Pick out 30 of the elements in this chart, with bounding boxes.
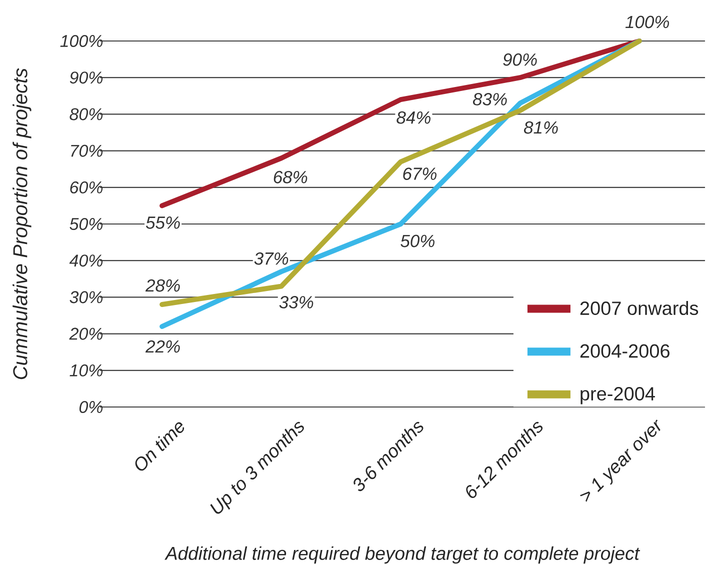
y-tick-label: 100% <box>60 34 103 48</box>
y-tick-label: 20% <box>69 328 103 340</box>
legend-label: 2007 onwards <box>580 301 698 316</box>
data-label: 100% <box>625 16 669 28</box>
data-label: 28% <box>145 279 180 292</box>
x-axis-title: Additional time required beyond target to complete project <box>164 546 640 564</box>
y-tick-label: 0% <box>79 400 103 414</box>
data-label: 50% <box>400 234 434 248</box>
y-axis-title: Cummulative Proportion of projects <box>12 68 32 380</box>
legend-label: pre-2004 <box>580 387 655 404</box>
data-label: 83% <box>473 93 507 106</box>
data-label: 68% <box>274 170 308 184</box>
y-tick-label: 50% <box>70 218 103 230</box>
y-tick-label: 10% <box>70 364 103 376</box>
data-label: 55% <box>146 216 180 229</box>
y-tick-label: 80% <box>70 108 103 120</box>
y-tick-label: 60% <box>70 181 103 194</box>
data-label: 33% <box>279 296 314 308</box>
y-tick-label: 70% <box>71 144 103 157</box>
data-label: 22% <box>145 340 180 353</box>
data-label: 84% <box>396 111 430 124</box>
data-label: 37% <box>254 252 288 265</box>
x-tick-label: On time <box>135 422 184 471</box>
data-label: 81% <box>524 121 558 134</box>
y-tick-label: 40% <box>69 254 103 267</box>
y-tick-label: 30% <box>70 291 103 304</box>
data-label: 67% <box>403 168 436 180</box>
legend-label: 2004-2006 <box>580 344 670 358</box>
data-label: 90% <box>503 53 537 66</box>
y-tick-label: 90% <box>70 72 103 84</box>
